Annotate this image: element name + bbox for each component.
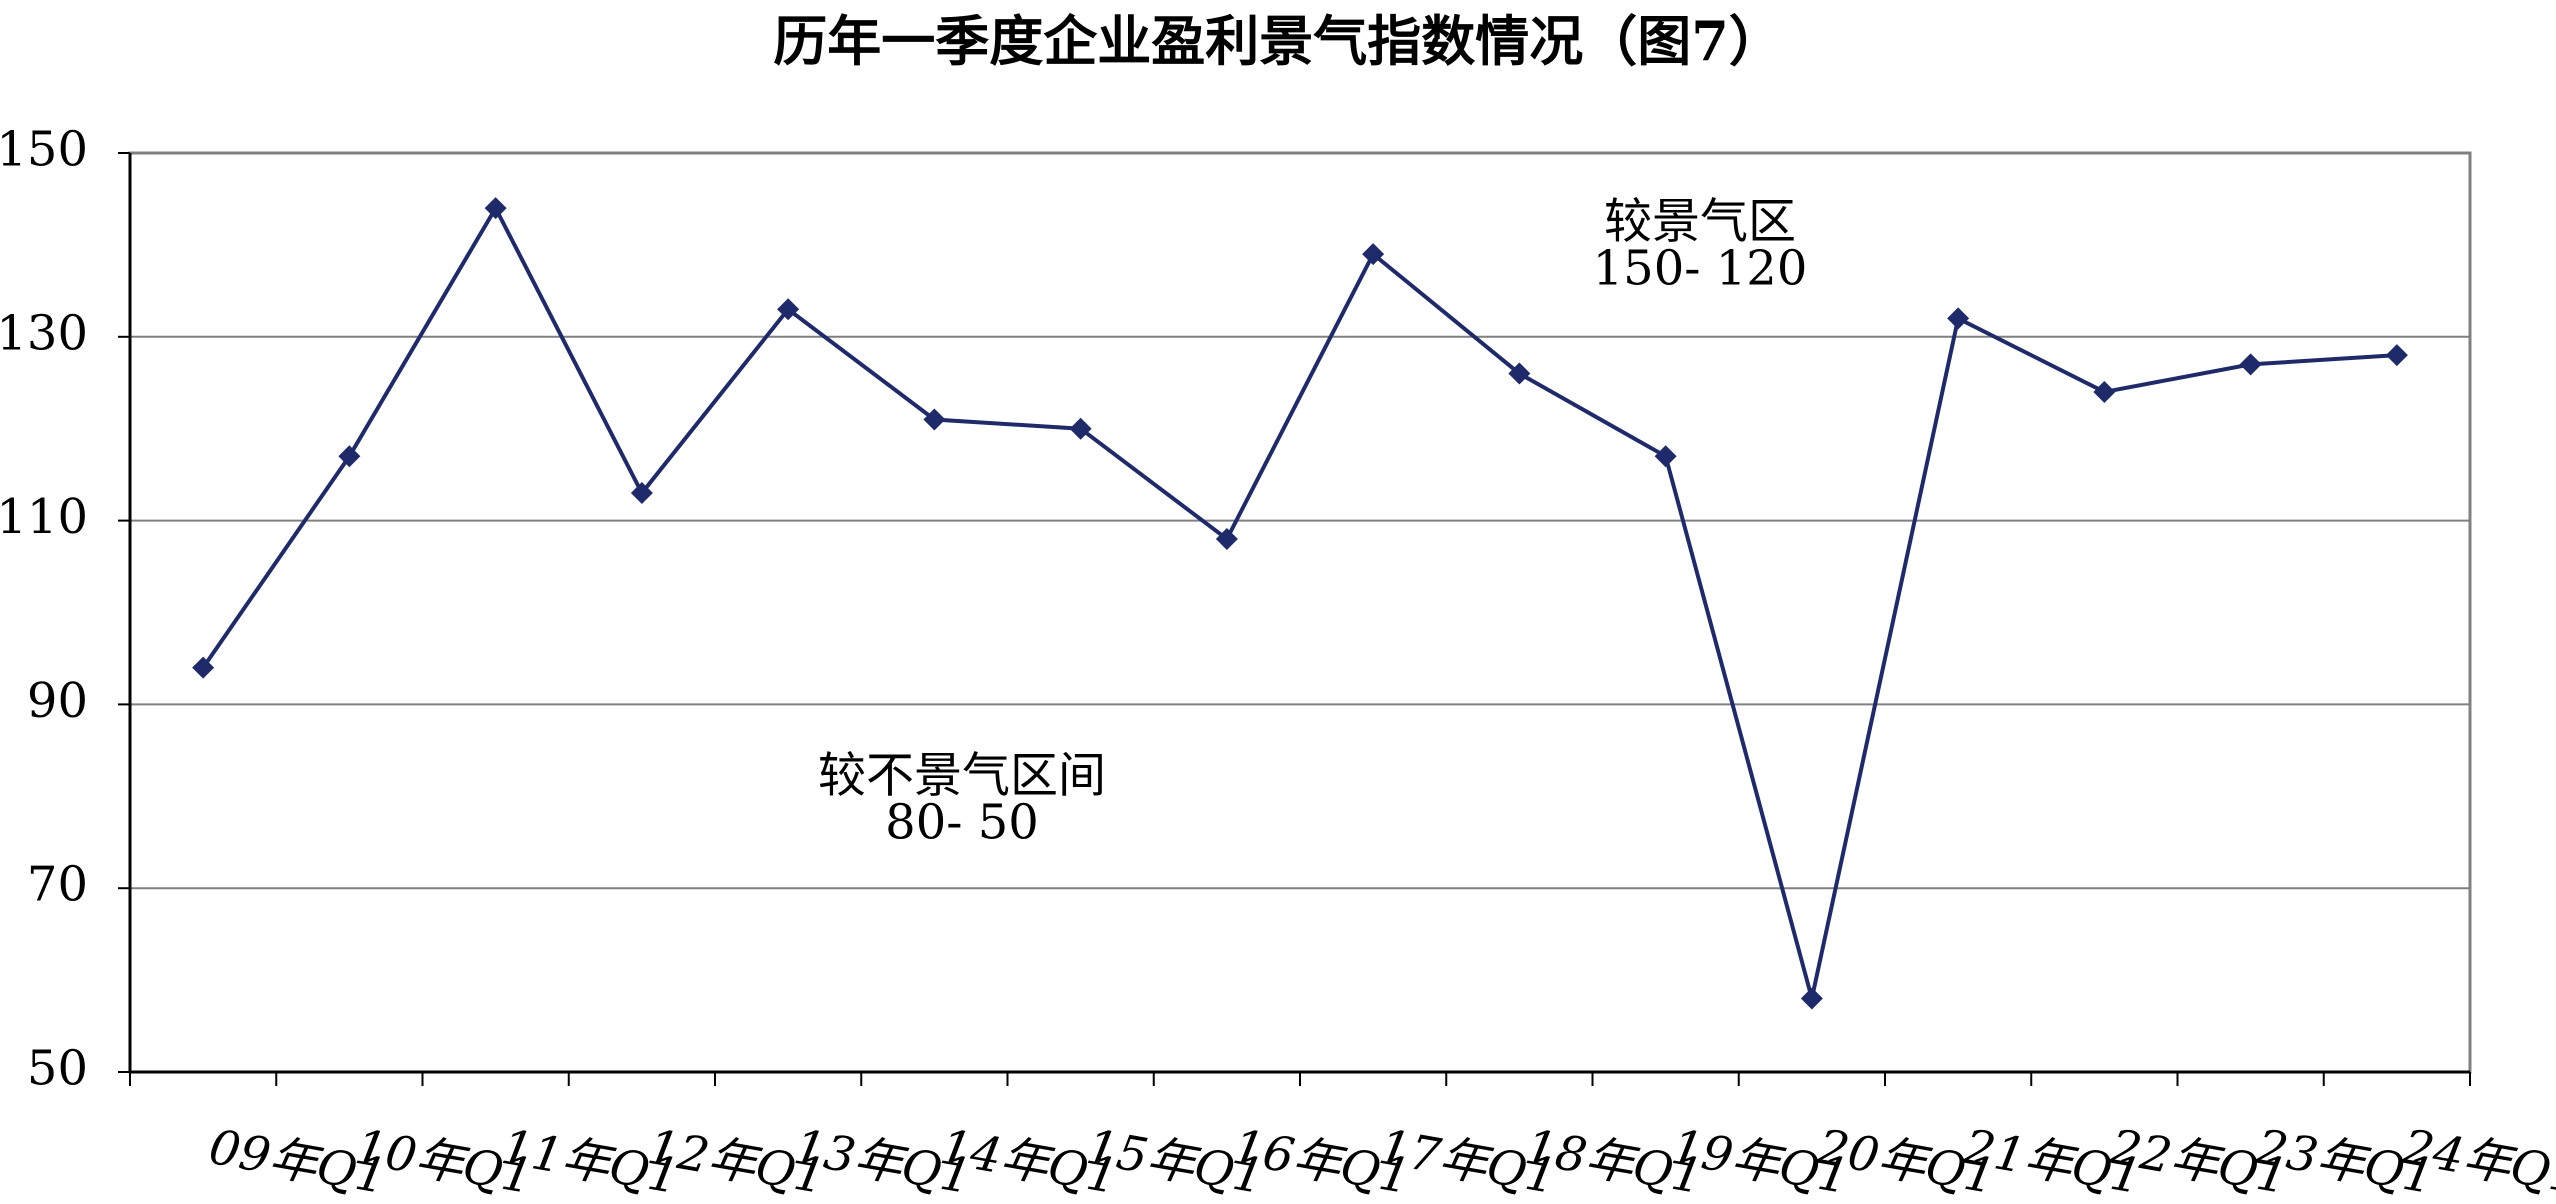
marker <box>923 408 946 431</box>
marker <box>338 445 361 468</box>
y-tick-label: 50 <box>27 1041 88 1097</box>
y-tick-label: 110 <box>0 489 88 545</box>
y-tick-label: 150 <box>0 122 88 178</box>
y-tick-label: 130 <box>0 305 88 361</box>
y-tick-label: 90 <box>27 673 88 729</box>
marker <box>1069 417 1092 440</box>
marker <box>1215 527 1238 550</box>
marker <box>2093 380 2116 403</box>
marker <box>484 197 507 220</box>
marker <box>630 482 653 505</box>
marker <box>777 298 800 321</box>
annotation: 80- 50 <box>885 795 1039 851</box>
annotation: 150- 120 <box>1593 241 1808 297</box>
annotation: 较景气区 <box>1604 194 1796 250</box>
marker <box>2385 344 2408 367</box>
marker <box>1362 243 1385 266</box>
y-tick-label: 70 <box>27 857 88 913</box>
marker <box>1947 307 1970 330</box>
marker <box>1800 987 1823 1010</box>
marker <box>1508 362 1531 385</box>
marker <box>192 656 215 679</box>
chart-title: 历年一季度企业盈利景气指数情况（图7） <box>773 9 1783 73</box>
marker <box>2239 353 2262 376</box>
data-line <box>201 203 2398 1000</box>
annotation: 较不景气区间 <box>818 748 1106 804</box>
marker <box>1654 445 1677 468</box>
